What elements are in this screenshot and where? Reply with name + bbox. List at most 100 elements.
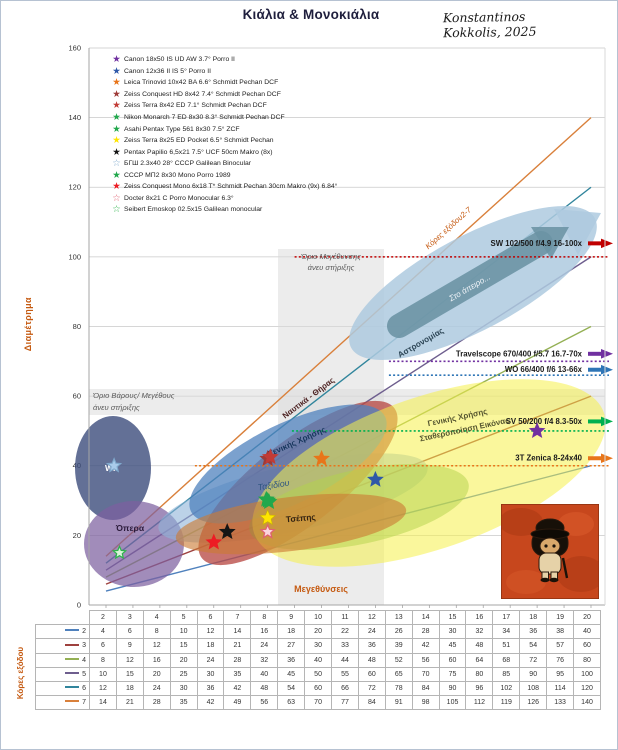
series-line-swatch-icon <box>65 643 80 646</box>
aperture-cell: 52 <box>384 652 413 668</box>
legend-item: ★ Pentax Papilio 6,5x21 7.5° UCF 50cm Mak… <box>111 146 391 158</box>
aperture-cell: 63 <box>277 695 306 711</box>
aperture-cell: 85 <box>492 666 521 682</box>
star-marker-icon: ★ <box>112 181 121 193</box>
aperture-cell: 39 <box>384 638 413 654</box>
ref-line-label: WO 66/400 f/6 13-66x <box>505 365 583 374</box>
aperture-cell: 22 <box>331 624 359 640</box>
legend-item-label: СССР МП2 8x30 Mono Porro 1989 <box>124 171 231 179</box>
aperture-cell: 24 <box>142 680 171 697</box>
legend-item-label: Canon 12x36 II IS 5° Porro II <box>124 67 211 75</box>
y-tick-label: 60 <box>73 392 81 401</box>
aperture-cell: 34 <box>492 624 521 640</box>
aperture-cell: 6 <box>115 624 144 640</box>
aperture-cell: 56 <box>250 695 279 711</box>
aperture-cell: 40 <box>573 624 601 640</box>
infinity-arrow-head <box>531 227 569 259</box>
aperture-cell: 18 <box>196 638 225 654</box>
aperture-cell: 55 <box>331 666 359 682</box>
aperture-cell: 16 <box>250 624 279 640</box>
aperture-cell: 60 <box>573 638 601 654</box>
star-marker-icon: ★ <box>112 169 121 181</box>
aperture-cell: 27 <box>277 638 306 654</box>
aperture-cell: 4 <box>89 624 117 640</box>
star-marker-icon: ★ <box>112 123 121 135</box>
aperture-cell: 48 <box>465 638 494 654</box>
table-axis-title: Κόρες εξόδου <box>16 647 25 700</box>
aperture-cell: 35 <box>169 695 198 711</box>
legend-item: ★ Zeiss Terra 8x25 ED Pocket 6.5° Schmidt… <box>111 135 391 147</box>
legend-item: ★ Canon 18x50 IS UD AW 3.7° Porro II <box>111 54 391 66</box>
legend-item-label: Asahi Pentax Type 561 8x30 7.5° ZCF <box>124 125 240 133</box>
aperture-cell: 108 <box>519 680 548 697</box>
aperture-cell: 70 <box>304 695 333 711</box>
aperture-cell: 25 <box>169 666 198 682</box>
aperture-cell: 57 <box>546 638 575 654</box>
aperture-cell: 16 <box>142 652 171 668</box>
aperture-cell: 42 <box>411 638 440 654</box>
aperture-cell: 45 <box>438 638 467 654</box>
aperture-cell: 90 <box>519 666 548 682</box>
aperture-cell: 44 <box>331 652 359 668</box>
magnification-header: 13 <box>384 609 413 626</box>
series-line-swatch-icon <box>65 629 80 632</box>
aperture-cell: 76 <box>546 652 575 668</box>
aperture-cell: 66 <box>331 680 359 697</box>
magnification-header: 10 <box>304 609 333 626</box>
aperture-cell: 20 <box>169 652 198 668</box>
legend-item: ★ Zeiss Conquest HD 8x42 7.4° Schmidt Pec… <box>111 89 391 101</box>
mascot-image <box>501 504 599 599</box>
aperture-cell: 60 <box>357 666 386 682</box>
aperture-cell: 32 <box>250 652 279 668</box>
aperture-cell: 40 <box>250 666 279 682</box>
y-axis-title: Διαμέτρημα <box>23 297 33 352</box>
aperture-cell: 84 <box>357 695 386 711</box>
star-marker-icon: ★ <box>112 100 121 112</box>
magnification-header: 15 <box>438 609 467 626</box>
data-point-star <box>218 523 236 540</box>
aperture-cell: 48 <box>250 680 279 697</box>
y-tick-label: 0 <box>77 601 81 610</box>
chart-label: Τσέπης <box>285 512 316 525</box>
aperture-cell: 56 <box>411 652 440 668</box>
aperture-cell: 21 <box>115 695 144 711</box>
aperture-cell: 84 <box>411 680 440 697</box>
aperture-cell: 30 <box>438 624 467 640</box>
aperture-cell: 24 <box>357 624 386 640</box>
aperture-cell: 24 <box>196 652 225 668</box>
aperture-cell: 65 <box>384 666 413 682</box>
y-tick-label: 160 <box>68 43 81 52</box>
aperture-cell: 40 <box>304 652 333 668</box>
aperture-cell: 28 <box>142 695 171 711</box>
aperture-cell: 12 <box>142 638 171 654</box>
aperture-cell: 102 <box>492 680 521 697</box>
data-point-star <box>259 509 277 526</box>
aperture-cell: 105 <box>438 695 467 711</box>
data-point-star <box>205 533 223 550</box>
aperture-cell: 36 <box>357 638 386 654</box>
ref-arrow-icon <box>601 416 613 427</box>
region-opera <box>84 501 184 587</box>
legend-item-label: Zeiss Terra 8x42 ED 7.1° Schmidt Pechan … <box>124 102 267 110</box>
legend-item-label: Zeiss Terra 8x25 ED Pocket 6.5° Schmidt … <box>124 137 274 145</box>
aperture-cell: 36 <box>277 652 306 668</box>
ref-arrow-icon <box>601 238 613 249</box>
chart-label: άνευ στήριξης <box>308 263 355 272</box>
chart-label: Όπερα <box>115 523 145 533</box>
aperture-cell: 70 <box>411 666 440 682</box>
legend-item-label: Pentax Papilio 6,5x21 7.5° UCF 50cm Makr… <box>124 148 273 156</box>
aperture-cell: 140 <box>573 695 601 711</box>
region-pocket <box>175 493 407 555</box>
table-row: 6 12 18 24 30 36 42 48 54 60 66 72 78 84 90 96 102 108 114… <box>35 680 601 697</box>
data-point-star <box>367 470 384 487</box>
y-tick-label: 120 <box>68 183 81 192</box>
chart-label: Όριο Βάρους/ Μεγέθους <box>92 391 175 400</box>
aperture-cell: 98 <box>411 695 440 711</box>
data-point-star <box>261 448 279 465</box>
magnification-header: 8 <box>250 609 279 626</box>
legend-item: ★ Asahi Pentax Type 561 8x30 7.5° ZCF <box>111 123 391 135</box>
aperture-cell: 114 <box>546 680 575 697</box>
aperture-cell: 90 <box>438 680 467 697</box>
exit-pupil-row-label: 7 <box>35 695 90 711</box>
